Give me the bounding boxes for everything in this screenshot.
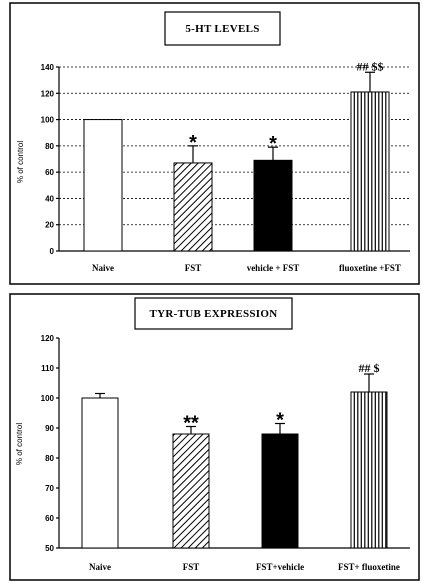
significance-label: ## $$	[357, 59, 384, 73]
significance-label: *	[269, 133, 277, 155]
bar-4	[350, 91, 390, 252]
chart-title: TYR-TUB EXPRESSION	[150, 308, 278, 320]
x-tick-label: FST+vehicle	[256, 562, 304, 572]
bar-1	[81, 397, 119, 549]
bar-1	[83, 119, 123, 252]
plot-area: 50 60 70 80 90 100 110 120 Naive ** FST * FST+vehicl…	[41, 334, 410, 572]
x-tick-label: FST+ fluoxetine	[338, 562, 400, 572]
y-tick-label: 40	[45, 194, 54, 203]
y-tick-label: 70	[45, 484, 54, 493]
y-tick-label: 20	[45, 221, 54, 230]
x-tick-label: FST	[183, 562, 200, 572]
significance-label: ## $	[359, 361, 380, 375]
chart-title-box	[164, 11, 281, 46]
significance-label: **	[183, 413, 199, 435]
panel-tyr-tub-expression: TYR-TUB EXPRESSION % of control 50 60 70 80…	[9, 293, 420, 581]
significance-label: *	[276, 410, 284, 432]
y-tick-label: 100	[41, 394, 55, 403]
x-tick-label: vehicle + FST	[247, 263, 300, 273]
chart-title: 5-HT LEVELS	[185, 23, 259, 35]
y-tick-label: 80	[45, 454, 54, 463]
panel-5ht-levels: 5-HT LEVELS % of control 0 20 40 60 80 100 120…	[9, 2, 420, 285]
y-tick-label: 0	[50, 247, 55, 256]
y-tick-label: 90	[45, 424, 54, 433]
bar-2	[173, 162, 213, 252]
bar-4	[350, 391, 388, 549]
y-axis-label: % of control	[16, 141, 25, 183]
significance-label: *	[189, 132, 197, 154]
plot-area: 0 20 40 60 80 100 120 140 Naive * FST * vehicle + FS…	[41, 59, 410, 273]
bar-3	[253, 159, 293, 252]
bar-2	[172, 433, 210, 549]
chart-title-box	[134, 297, 293, 330]
y-tick-label: 50	[45, 544, 54, 553]
bar-3	[261, 433, 299, 549]
x-tick-label: Naive	[92, 263, 114, 273]
y-axis-label: % of control	[15, 423, 24, 465]
x-tick-label: FST	[185, 263, 202, 273]
y-tick-label: 60	[45, 168, 54, 177]
y-tick-label: 120	[41, 334, 55, 343]
y-tick-label: 100	[41, 116, 55, 125]
x-tick-label: fluoxetine +FST	[339, 263, 401, 273]
x-tick-label: Naive	[89, 562, 111, 572]
y-tick-label: 140	[41, 63, 55, 72]
y-tick-label: 80	[45, 142, 54, 151]
y-tick-label: 110	[41, 364, 54, 373]
y-tick-label: 60	[45, 514, 54, 523]
y-tick-label: 120	[41, 89, 55, 98]
